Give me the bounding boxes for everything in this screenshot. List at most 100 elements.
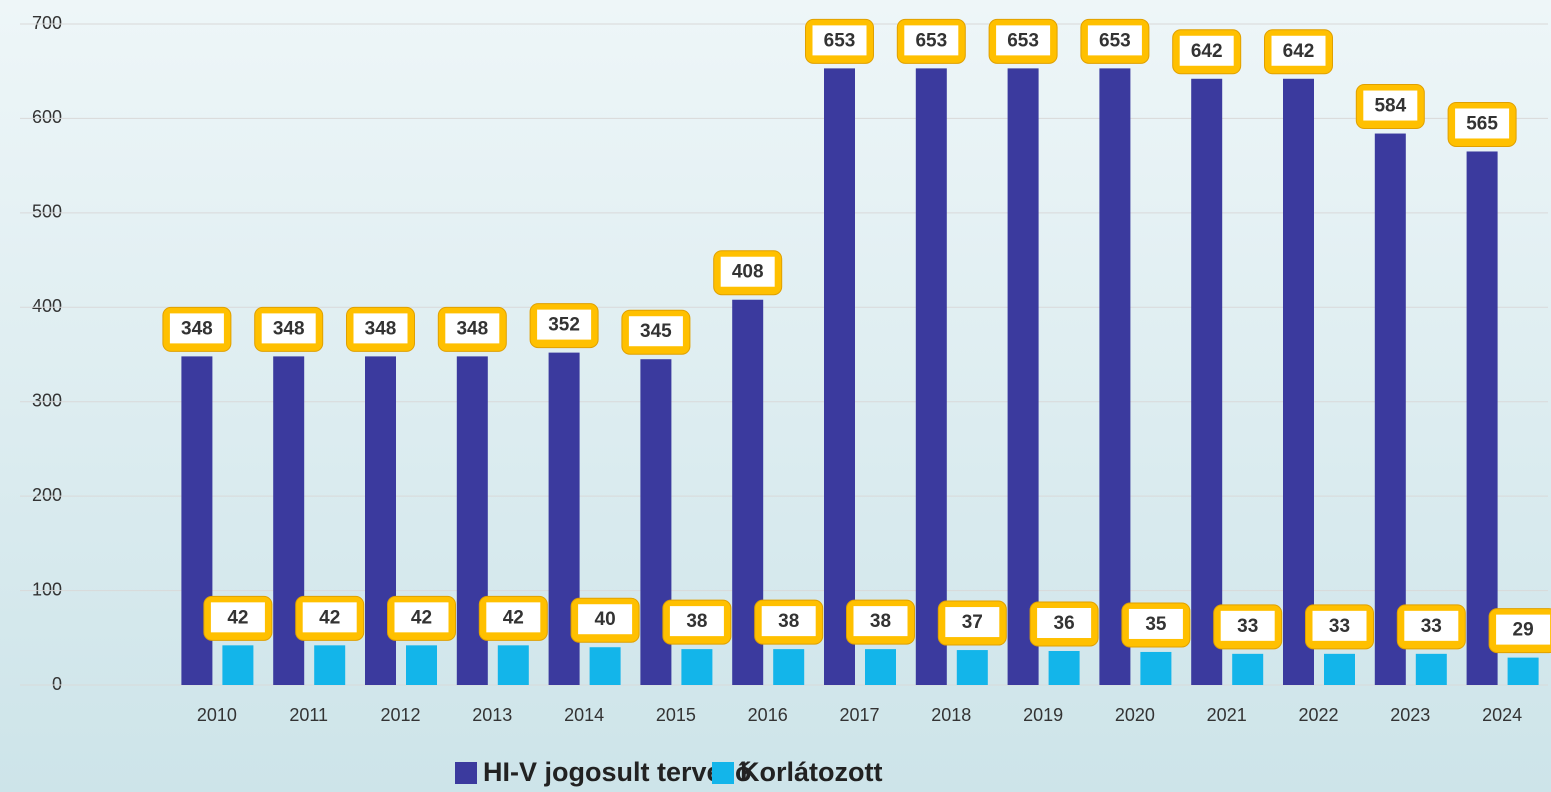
- data-label: 348: [365, 318, 397, 339]
- x-tick-label: 2015: [656, 705, 696, 725]
- data-label-inner: [1404, 610, 1459, 641]
- y-tick-label: 300: [32, 390, 62, 410]
- data-label-inner: [302, 602, 357, 633]
- data-label-inner: [169, 313, 224, 344]
- x-tick-label: 2011: [289, 705, 328, 725]
- legend-label: HI-V jogosult tervező: [483, 757, 752, 787]
- data-label-inner: [1363, 90, 1418, 121]
- data-label-inner: [261, 313, 316, 344]
- bar: [1415, 653, 1447, 685]
- bar: [1374, 133, 1406, 686]
- data-label: 35: [1145, 614, 1167, 635]
- x-tick-label: 2013: [472, 705, 512, 725]
- data-label: 42: [319, 607, 340, 628]
- x-tick-label: 2023: [1390, 705, 1430, 725]
- data-label: 642: [1283, 41, 1315, 62]
- data-label: 584: [1374, 96, 1406, 117]
- data-label-inner: [720, 256, 775, 287]
- data-label-inner: [1179, 35, 1234, 66]
- x-tick-label: 2012: [380, 705, 420, 725]
- bar: [956, 650, 988, 685]
- y-tick-label: 700: [32, 13, 62, 33]
- data-label: 33: [1329, 616, 1350, 637]
- bar: [314, 645, 346, 685]
- data-label: 42: [411, 607, 432, 628]
- data-label: 642: [1191, 41, 1223, 62]
- data-label-inner: [210, 602, 265, 633]
- data-label: 33: [1237, 616, 1258, 637]
- data-label: 348: [181, 318, 213, 339]
- data-label-inner: [537, 309, 592, 340]
- data-label-inner: [1496, 614, 1551, 645]
- data-label: 42: [227, 607, 248, 628]
- bar: [1232, 653, 1264, 685]
- data-label: 38: [686, 611, 707, 632]
- bar: [222, 645, 254, 685]
- bar: [824, 68, 855, 686]
- bar: [1283, 78, 1314, 686]
- data-label-inner: [1128, 608, 1183, 639]
- bar: [589, 647, 621, 685]
- data-label-inner: [669, 606, 724, 637]
- y-tick-label: 600: [32, 107, 62, 127]
- data-label-inner: [945, 607, 1000, 638]
- data-label-inner: [1220, 610, 1275, 641]
- bar: [915, 68, 947, 686]
- x-tick-label: 2019: [1023, 705, 1063, 725]
- data-label: 408: [732, 262, 764, 283]
- data-label-inner: [1312, 610, 1367, 641]
- data-label: 348: [273, 318, 305, 339]
- data-label: 653: [915, 30, 947, 51]
- bar: [1507, 657, 1539, 685]
- data-label: 37: [962, 612, 983, 633]
- x-tick-label: 2016: [748, 705, 788, 725]
- data-label: 40: [595, 609, 616, 630]
- x-tick-label: 2020: [1115, 705, 1155, 725]
- y-tick-label: 500: [32, 202, 62, 222]
- data-label-inner: [853, 606, 908, 637]
- data-label: 29: [1513, 620, 1534, 641]
- bar: [1099, 68, 1131, 686]
- bar: [1007, 68, 1039, 686]
- data-label: 653: [1099, 30, 1131, 51]
- data-label-inner: [394, 602, 449, 633]
- data-label-inner: [1037, 608, 1092, 639]
- data-label: 352: [548, 315, 580, 336]
- bar: [406, 645, 437, 685]
- legend-label: Korlátozott: [740, 757, 882, 787]
- bar: [681, 649, 713, 685]
- bar: [865, 649, 896, 685]
- data-label-inner: [628, 316, 683, 347]
- data-label: 565: [1466, 113, 1498, 134]
- data-label: 42: [503, 607, 524, 628]
- y-tick-label: 100: [32, 579, 62, 599]
- data-label-inner: [1271, 35, 1326, 66]
- bar: [497, 645, 529, 685]
- x-tick-label: 2022: [1298, 705, 1338, 725]
- data-label: 38: [870, 611, 891, 632]
- x-tick-label: 2024: [1482, 705, 1522, 725]
- y-tick-label: 400: [32, 296, 62, 316]
- x-tick-label: 2010: [197, 705, 237, 725]
- x-tick-label: 2021: [1207, 705, 1247, 725]
- data-label-inner: [904, 25, 959, 56]
- bar: [1191, 78, 1223, 686]
- data-label: 345: [640, 321, 672, 342]
- data-label: 348: [456, 318, 488, 339]
- data-label: 36: [1054, 613, 1075, 634]
- data-label-inner: [1087, 25, 1142, 56]
- data-label-inner: [812, 25, 867, 56]
- legend-swatch: [712, 762, 734, 784]
- data-label: 653: [1007, 30, 1039, 51]
- x-tick-label: 2014: [564, 705, 604, 725]
- y-tick-label: 0: [52, 674, 62, 694]
- data-label-inner: [578, 604, 633, 635]
- bar: [773, 649, 805, 685]
- data-label: 33: [1421, 616, 1442, 637]
- x-tick-label: 2017: [839, 705, 879, 725]
- bar: [1324, 653, 1355, 685]
- legend-swatch: [455, 762, 477, 784]
- data-label-inner: [486, 602, 541, 633]
- data-label-inner: [996, 25, 1051, 56]
